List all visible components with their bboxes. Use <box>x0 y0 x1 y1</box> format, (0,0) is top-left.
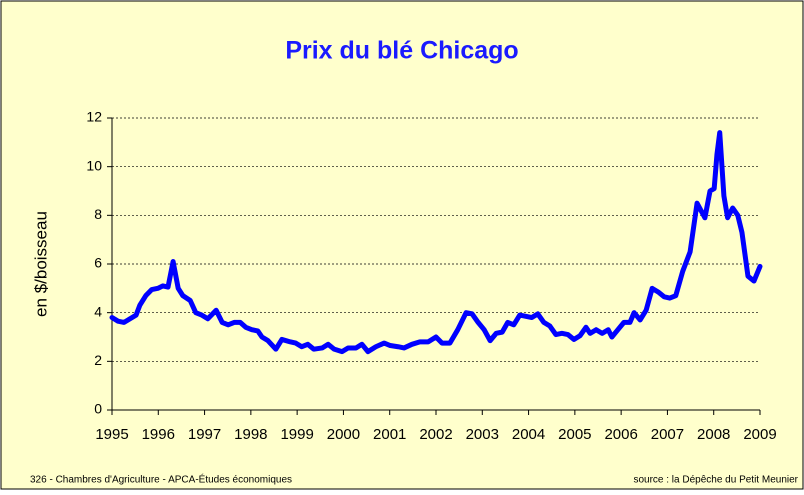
y-tick-label: 8 <box>94 206 102 222</box>
price-line <box>109 130 763 355</box>
y-axis-label: en $/boisseau <box>31 211 50 317</box>
x-tick-label: 2006 <box>604 426 637 443</box>
x-tick-label: 2007 <box>651 426 684 443</box>
x-tick-label: 2005 <box>558 426 591 443</box>
x-tick-label: 1997 <box>188 426 221 443</box>
y-tick-label: 6 <box>94 255 102 271</box>
y-tick-label: 10 <box>86 157 102 173</box>
footer-left: 326 - Chambres d'Agriculture - APCA-Étud… <box>30 473 292 486</box>
x-tick-label: 1999 <box>280 426 313 443</box>
x-tick-label: 1996 <box>142 426 175 443</box>
x-tick-label: 2008 <box>697 426 730 443</box>
chart-title: Prix du blé Chicago <box>285 37 518 65</box>
footer-right: source : la Dépêche du Petit Meunier <box>633 475 798 486</box>
x-tick-label: 2002 <box>419 426 452 443</box>
y-tick-label: 12 <box>86 109 102 125</box>
x-tick-label: 2001 <box>373 426 406 443</box>
x-tick-label: 2004 <box>512 426 545 443</box>
y-tick-label: 4 <box>94 303 102 319</box>
y-tick-label: 2 <box>94 352 102 368</box>
x-tick-label: 1998 <box>234 426 267 443</box>
x-tick-label: 2009 <box>743 426 776 443</box>
y-tick-label: 0 <box>94 401 102 417</box>
x-tick-label: 2000 <box>327 426 360 443</box>
x-tick-label: 2003 <box>466 426 499 443</box>
x-tick-label: 1995 <box>95 426 128 443</box>
